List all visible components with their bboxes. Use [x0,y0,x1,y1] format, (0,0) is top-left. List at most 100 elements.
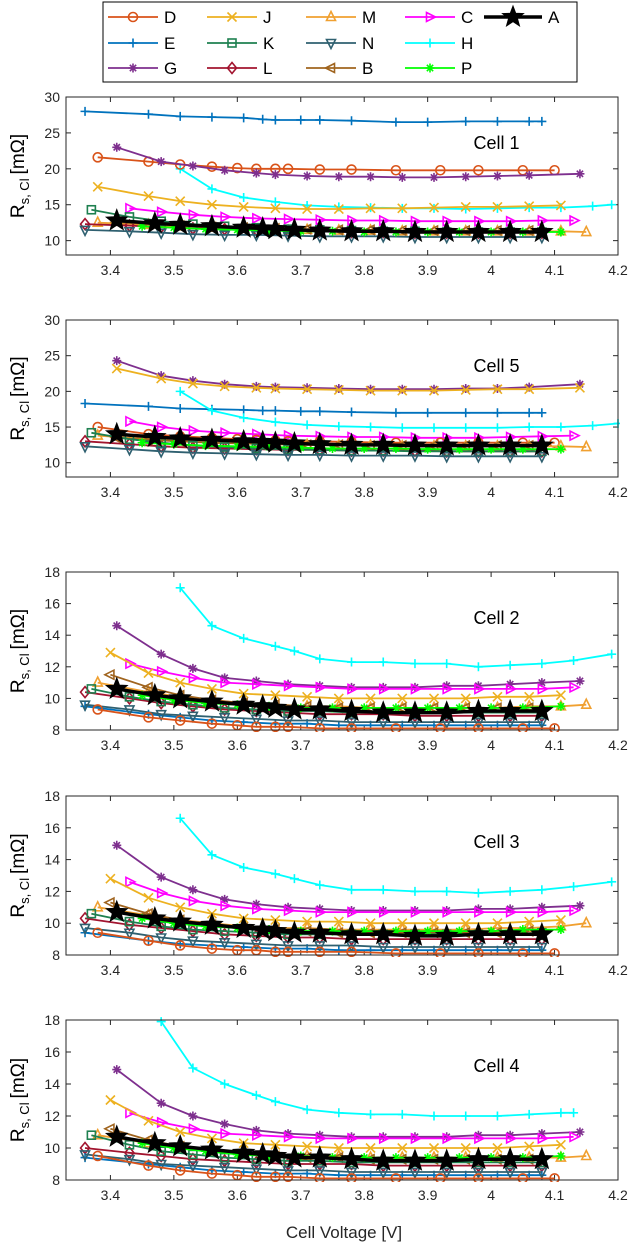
point-N [504,942,516,955]
point-P [391,1153,401,1163]
legend-entry-B: B [306,59,373,78]
point-A [200,1137,224,1160]
point-C [442,906,454,918]
legend-label-P: P [461,59,472,78]
point-E [143,109,153,119]
point-C [315,906,328,918]
point-E [537,116,547,126]
point-J [460,201,471,212]
x-tick-label: 4.2 [608,737,628,753]
point-D [251,721,262,732]
point-E [315,406,325,416]
point-N [345,717,358,730]
legend-marker-N [325,38,337,51]
point-P [423,926,433,936]
point-C [188,424,201,437]
point-G [492,171,502,181]
point-J [524,691,535,702]
series-group [79,583,617,732]
series-line-C [129,1111,574,1140]
point-N [79,1150,91,1162]
point-A [498,219,522,243]
series-line-D [97,708,555,730]
point-A [307,920,332,943]
series-line-A [116,218,542,234]
series-line-E [84,402,542,414]
point-D [435,723,446,732]
point-C [442,683,454,695]
x-axis-label: Cell Voltage [V] [286,1223,402,1242]
point-K [124,916,135,927]
y-axis-label: Rs, Cl[mΩ] [8,833,32,917]
series-N [79,1150,548,1180]
point-J [460,693,471,704]
point-G [334,384,344,394]
point-P [359,926,369,936]
point-A [231,915,256,939]
legend-entry-K: K [207,34,275,53]
point-D [270,721,281,732]
point-P [486,926,496,936]
point-C [505,906,518,918]
point-A [143,682,167,706]
legend-label-A: A [548,8,560,27]
point-H [315,880,325,890]
point-C [220,899,232,912]
series-E [80,106,547,127]
legend-label-K: K [263,34,275,53]
x-tick-label: 4.2 [608,262,628,278]
point-P [169,918,179,928]
point-N [313,1166,326,1178]
point-A [466,698,491,722]
point-C [283,904,296,917]
point-H [347,657,357,667]
point-M [580,915,593,928]
point-K [156,1146,166,1156]
y-tick-label: 10 [44,915,60,931]
point-E [423,117,433,127]
point-N [440,452,453,464]
point-N [250,1164,263,1177]
point-D [251,1171,262,1182]
point-J [302,384,313,395]
point-P [486,444,496,454]
y-tick-label: 14 [44,1076,60,1092]
x-tick-label: 4.1 [545,262,565,278]
point-H [588,421,598,431]
point-J [524,201,535,212]
point-P [137,690,147,700]
point-N [187,448,199,461]
point-G [112,840,122,850]
point-N [155,447,167,459]
point-E [315,115,325,125]
series-group [79,1017,593,1182]
point-H [442,886,452,896]
point-A [371,700,396,723]
point-G [251,168,261,178]
point-J [428,202,440,213]
point-J [175,677,186,688]
point-E [80,398,90,408]
point-N [472,942,485,955]
point-G [270,170,280,180]
y-tick-label: 10 [44,1140,60,1156]
point-H [397,1109,407,1119]
x-tick-label: 3.7 [291,1187,311,1203]
point-A [339,432,364,455]
point-D [314,723,326,732]
legend-marker-E [128,38,138,48]
point-E [524,408,534,418]
point-E [258,114,268,124]
point-J [156,373,167,384]
point-D [549,948,560,957]
point-C [220,426,232,439]
point-C [252,678,264,690]
point-N [536,1167,548,1180]
point-B [103,896,115,909]
x-tick-label: 3.5 [164,1187,184,1203]
point-G [156,649,166,659]
point-A [231,215,256,238]
point-A [104,421,129,445]
legend-entry-E: E [108,34,175,53]
series-line-C [129,881,574,913]
